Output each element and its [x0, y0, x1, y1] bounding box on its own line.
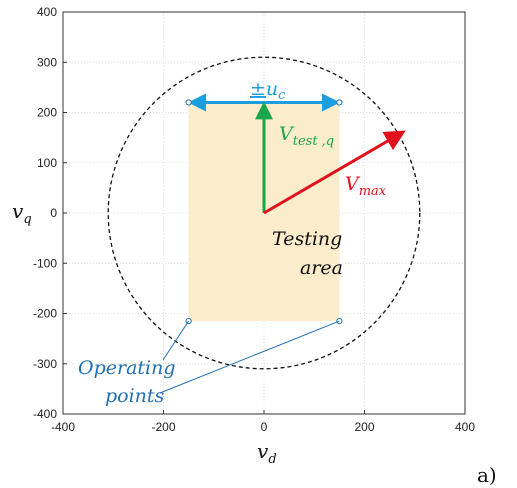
vtest-label: Vtest ,q	[279, 123, 334, 149]
panel-label: a)	[477, 463, 497, 487]
uc-label: ±uc	[250, 78, 286, 103]
operating-point-marker	[336, 99, 343, 106]
y-tick-label: 400	[37, 5, 57, 19]
vmax-var: V	[345, 173, 361, 195]
y-axis-label: vq	[12, 199, 32, 227]
y-tick-label: 0	[50, 206, 57, 220]
vmax-arrow	[263, 130, 406, 215]
y-axis-sub: q	[23, 212, 31, 227]
vtest-var: V	[279, 123, 295, 145]
testing-area-label-line2: area	[300, 257, 343, 279]
vmax-sub: max	[359, 184, 387, 199]
x-tick-label: -400	[51, 420, 75, 434]
y-tick-label: 200	[37, 106, 57, 120]
x-axis-label: vd	[257, 439, 277, 467]
axis-ticks: -400 -200 0 200 400 400 300 200 100 0 -100 -200 -300…	[33, 5, 475, 434]
vmax-label: Vmax	[345, 173, 387, 199]
y-tick-label: -400	[33, 407, 57, 421]
operating-leader-line-2	[159, 320, 340, 394]
x-tick-label: 200	[354, 420, 374, 434]
y-axis-var: v	[12, 199, 24, 223]
uc-sub: c	[278, 88, 286, 103]
operating-label-line1: Operating	[78, 357, 176, 379]
operating-points-group	[185, 99, 343, 325]
x-axis-var: v	[257, 439, 269, 463]
y-tick-label: -300	[33, 357, 57, 371]
x-axis-sub: d	[268, 452, 276, 467]
testing-area-label-line1: Testing	[272, 228, 342, 250]
x-tick-label: 400	[455, 420, 475, 434]
vtest-sub: test ,q	[293, 134, 334, 149]
x-tick-label: 0	[261, 420, 268, 434]
vmax-limit-circle	[107, 56, 421, 370]
operating-point-marker	[185, 99, 192, 106]
operating-label-line2: points	[105, 385, 165, 407]
y-tick-label: 300	[37, 55, 57, 69]
uc-prefix: ±	[250, 78, 266, 100]
uc-var: u	[266, 78, 278, 100]
y-tick-label: 100	[37, 156, 57, 170]
y-tick-label: -200	[33, 307, 57, 321]
x-tick-label: -200	[151, 420, 175, 434]
operating-leader-line-1	[162, 320, 190, 361]
y-tick-label: -100	[33, 256, 57, 270]
